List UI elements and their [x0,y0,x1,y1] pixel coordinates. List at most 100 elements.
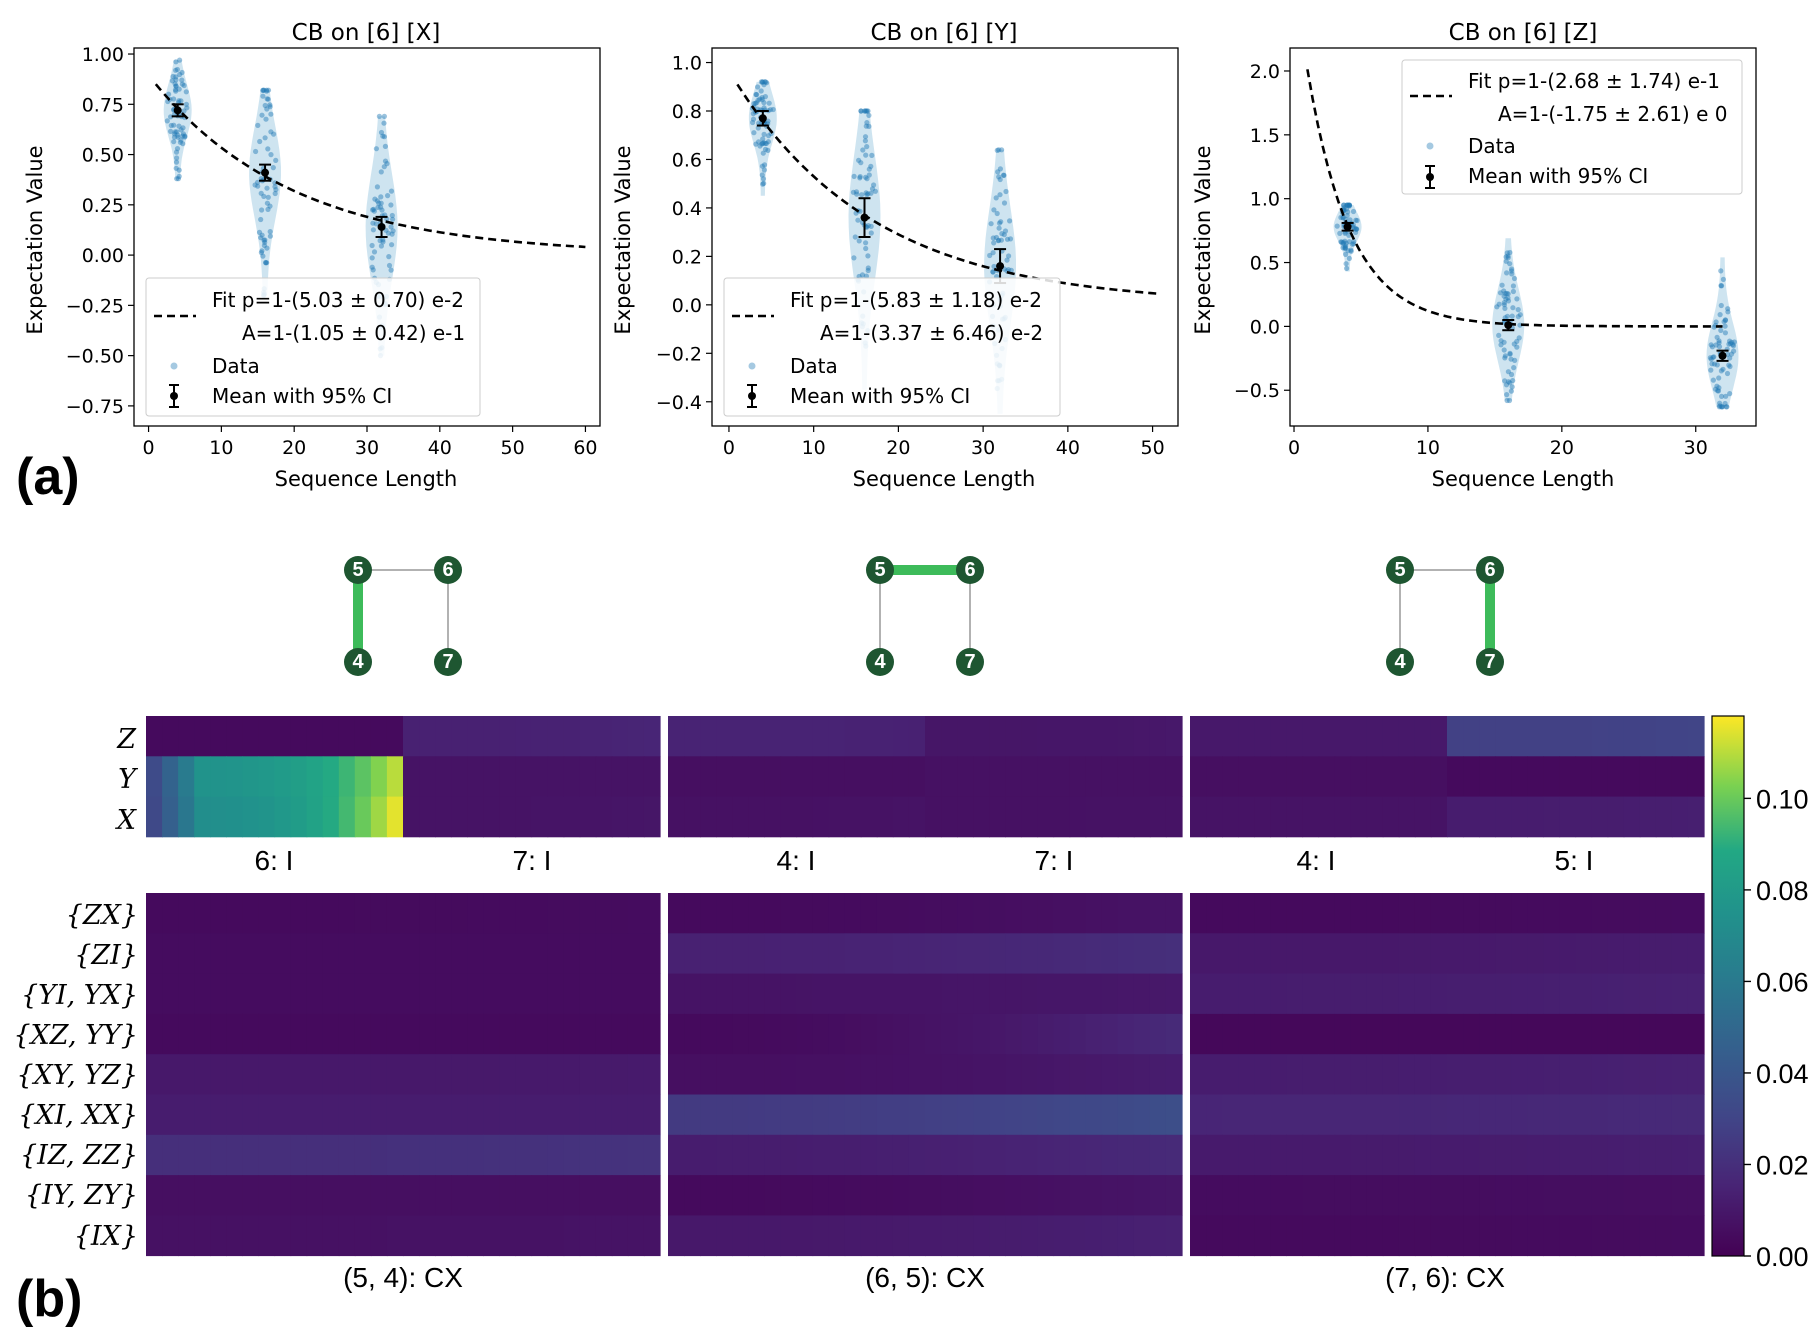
data-point [863,123,869,129]
heatmap-cell [1655,1215,1673,1257]
heatmap-cell [1479,796,1496,838]
heatmap-cell [1527,1134,1544,1176]
data-point [1341,202,1347,208]
heatmap-cell [1559,716,1577,757]
heatmap-cell [1511,1013,1528,1055]
data-point [370,207,376,213]
heatmap-cell [1133,933,1151,974]
heatmap-cell [1511,1054,1528,1095]
heatmap-cell [1101,1054,1119,1095]
data-point [1508,388,1514,394]
heatmap-cell [483,933,500,974]
heatmap-cell [563,756,581,797]
heatmap-cell [1447,1215,1464,1257]
heatmap-cell [338,1013,356,1055]
data-point [173,67,179,73]
heatmap-cell [732,1134,749,1176]
heatmap-cell [844,893,862,934]
heatmap-cell [1149,933,1167,974]
data-point [1718,283,1724,289]
data-point [173,83,179,89]
heatmap-cell [483,1175,500,1216]
heatmap-cell [1575,716,1593,757]
data-point [1503,258,1509,264]
heatmap-cell [1149,1215,1167,1257]
block-separator [664,891,668,1259]
heatmap-cell [1623,1054,1641,1095]
heatmap-cell [194,1054,211,1095]
heatmap-cell [844,756,862,797]
heatmap-cell [1069,1134,1087,1176]
heatmap-cell [210,716,227,757]
heatmap-cell [1398,1215,1416,1257]
data-point [865,253,871,259]
qubit-node [434,556,462,584]
data-point [262,135,268,141]
data-point [1719,404,1726,410]
heatmap-cell [941,1175,958,1216]
heatmap-cell [1222,933,1239,974]
heatmap-cell [973,1175,990,1216]
data-point [759,95,765,101]
heatmap-cell [483,1094,500,1136]
heatmap-cell [1447,716,1464,757]
data-point [1498,342,1504,348]
heatmap-cell [1085,796,1103,838]
data-point [1723,393,1729,399]
heatmap-cell [989,933,1006,974]
heatmap-cell [668,1134,685,1176]
data-point [1514,338,1520,344]
heatmap-cell [274,1094,292,1136]
data-point [758,79,765,85]
heatmap-cell [1414,1175,1432,1216]
data-point [1509,271,1515,277]
heatmap-cell [1623,973,1641,1015]
heatmap-cell [258,716,276,757]
heatmap-cell [1005,1054,1022,1095]
data-point [379,207,385,213]
colorbar-tick-label: 0.08 [1756,876,1809,906]
heatmap-cell [1382,716,1400,757]
heatmap-cell [370,756,388,797]
heatmap-cell [1318,1175,1336,1216]
heatmap-cell [531,1054,549,1095]
heatmap-cell [1005,1013,1022,1055]
heatmap-cell [1302,893,1320,934]
heatmap-cell [1591,716,1609,757]
heatmap-cell [1133,1013,1151,1055]
data-point [386,262,393,269]
data-point [388,224,394,230]
heatmap-cell [403,796,420,838]
data-point [760,79,766,85]
heatmap-cell [435,1215,452,1257]
heatmap-cell [354,1054,372,1095]
heatmap-cell [1053,756,1071,797]
data-point [1509,266,1515,272]
data-point [988,221,994,227]
heatmap-cell [595,1054,613,1095]
data-point [264,185,270,191]
heatmap-cell [1286,1175,1304,1216]
data-point [1006,253,1012,259]
data-point [865,108,871,114]
data-point [1343,240,1349,246]
heatmap-cell [451,1013,468,1055]
heatmap-cell [796,973,814,1015]
heatmap-cell [1101,1013,1119,1055]
heatmap-cell [531,1134,549,1176]
data-point [863,273,870,279]
heatmap-cell [1190,1013,1207,1055]
heatmap-cell [1655,716,1673,757]
data-point [1343,251,1349,257]
heatmap-cell [1366,933,1384,974]
data-point [764,80,770,86]
data-point [1510,378,1516,384]
heatmap-cell [419,1175,436,1216]
heatmap-cell [1543,893,1561,934]
panel-label-a: (a) [16,448,80,506]
heatmap-cell [1655,1054,1673,1095]
heatmap-cell [828,1175,846,1216]
heatmap-cell [419,716,436,757]
heatmap-cell [1190,893,1207,934]
heatmap-cell [1334,796,1352,838]
